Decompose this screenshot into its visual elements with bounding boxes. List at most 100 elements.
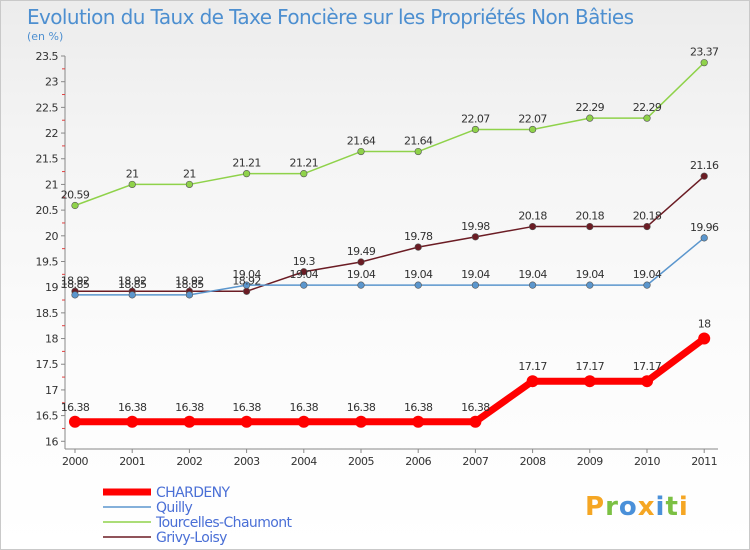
y-tick-label: 22 — [45, 127, 58, 140]
data-label-chardeny: 16.38 — [461, 401, 490, 414]
x-tick-label: 2005 — [348, 455, 374, 468]
data-point-grivy-loisy — [357, 258, 365, 266]
data-label-tourcelles-chaumont: 22.07 — [518, 112, 547, 125]
data-label-tourcelles-chaumont: 22.07 — [461, 112, 490, 125]
series-line-chardeny — [71, 335, 708, 426]
x-tick-label: 2008 — [520, 455, 546, 468]
data-point-tourcelles-chaumont — [700, 59, 708, 67]
data-label-grivy-loisy: 21.16 — [690, 159, 719, 172]
data-label-grivy-loisy: 20.18 — [633, 210, 662, 223]
data-point-quilly — [528, 281, 537, 289]
svg-text:Proxiti: Proxiti — [585, 492, 689, 522]
x-tick-label: 2004 — [291, 455, 317, 468]
data-label-quilly: 18.85 — [61, 278, 90, 291]
data-label-tourcelles-chaumont: 21.21 — [232, 157, 261, 170]
data-point-tourcelles-chaumont — [185, 180, 193, 189]
data-label-tourcelles-chaumont: 22.29 — [576, 101, 605, 114]
data-point-quilly — [71, 291, 79, 299]
y-tick-label: 16.5 — [36, 410, 59, 423]
data-point-tourcelles-chaumont — [71, 201, 79, 210]
y-tick-label: 20 — [45, 230, 58, 243]
axes: 16 16.5 17 17.5 18 18.5 19 19.5 20 20.5 21 21.5 22 22… — [36, 50, 718, 468]
data-point-chardeny — [526, 375, 539, 388]
data-point-quilly — [300, 281, 308, 289]
x-tick-label: 2003 — [234, 455, 260, 468]
y-tick-label: 23 — [45, 76, 58, 89]
data-label-chardeny: 16.38 — [232, 401, 261, 414]
data-label-grivy-loisy: 18.92 — [61, 274, 90, 287]
data-label-chardeny: 18 — [698, 318, 711, 331]
data-point-tourcelles-chaumont — [357, 147, 365, 156]
series-line-tourcelles-chaumont — [74, 61, 705, 207]
data-point-grivy-loisy — [471, 233, 480, 241]
data-point-quilly — [643, 281, 651, 289]
data-label-tourcelles-chaumont: 21 — [126, 167, 139, 180]
data-point-quilly — [128, 291, 136, 299]
data-label-chardeny: 16.38 — [404, 401, 433, 414]
data-point-grivy-loisy — [243, 287, 251, 295]
x-tick-label: 2002 — [176, 455, 202, 468]
data-point-chardeny — [69, 415, 81, 428]
y-tick-label: 19.5 — [36, 255, 59, 268]
data-label-quilly: 19.04 — [404, 268, 433, 281]
data-label-quilly: 19.96 — [690, 221, 719, 234]
data-label-chardeny: 17.17 — [576, 360, 605, 373]
series-line-grivy-loisy — [74, 175, 705, 293]
data-point-quilly — [414, 281, 422, 289]
data-label-chardeny: 16.38 — [61, 401, 90, 414]
data-label-chardeny: 16.38 — [347, 401, 376, 414]
data-label-grivy-loisy: 19.78 — [404, 230, 433, 243]
data-point-chardeny — [469, 415, 482, 428]
data-point-chardeny — [583, 375, 596, 388]
data-point-chardeny — [641, 375, 653, 388]
data-label-quilly: 19.04 — [290, 268, 319, 281]
data-point-chardeny — [240, 415, 253, 428]
y-tick-label: 21.5 — [36, 153, 59, 166]
data-point-grivy-loisy — [414, 243, 422, 251]
y-tick-label: 21 — [45, 178, 58, 191]
data-label-grivy-loisy: 19.98 — [461, 220, 490, 233]
x-tick-label: 2001 — [119, 455, 145, 468]
data-label-grivy-loisy: 20.18 — [518, 210, 547, 223]
y-tick-label: 17.5 — [36, 358, 59, 371]
unit-label: (en %) — [27, 30, 63, 43]
data-point-chardeny — [698, 332, 711, 345]
data-point-chardeny — [183, 415, 196, 428]
y-tick-label: 20.5 — [36, 204, 59, 217]
data-point-grivy-loisy — [528, 222, 537, 231]
data-label-tourcelles-chaumont: 20.59 — [61, 188, 90, 201]
x-tick-label: 2000 — [62, 455, 88, 468]
y-tick-label: 18 — [45, 333, 58, 346]
data-point-quilly — [586, 281, 594, 289]
legend-label: Grivy-Loisy — [156, 530, 227, 546]
data-point-chardeny — [355, 415, 367, 428]
data-point-chardeny — [297, 415, 310, 428]
data-label-grivy-loisy: 18.92 — [175, 274, 204, 287]
data-label-chardeny: 17.17 — [633, 360, 662, 373]
data-label-grivy-loisy: 20.18 — [576, 210, 605, 223]
series-lines — [69, 59, 711, 428]
x-tick-label: 2007 — [462, 455, 488, 468]
x-tick-label: 2010 — [634, 455, 660, 468]
legend-label: Tourcelles-Chaumont — [155, 515, 292, 531]
y-tick-label: 17 — [45, 384, 58, 397]
legend-label: CHARDENY — [156, 485, 231, 501]
data-label-quilly: 18.85 — [175, 278, 204, 291]
data-label-tourcelles-chaumont: 23.37 — [690, 46, 719, 59]
x-tick-label: 2011 — [691, 455, 717, 468]
data-label-quilly: 18.85 — [118, 278, 147, 291]
data-point-tourcelles-chaumont — [471, 125, 480, 134]
proxiti-logo: Proxiti — [585, 492, 689, 522]
data-label-quilly: 19.04 — [518, 268, 547, 281]
data-point-tourcelles-chaumont — [528, 125, 537, 134]
data-label-quilly: 19.04 — [633, 268, 662, 281]
legend: CHARDENYQuillyTourcelles-ChaumontGrivy-L… — [103, 485, 293, 546]
x-tick-label: 2006 — [405, 455, 431, 468]
data-label-chardeny: 17.17 — [518, 360, 547, 373]
data-label-grivy-loisy: 19.3 — [293, 255, 316, 268]
data-label-quilly: 19.04 — [232, 268, 261, 281]
x-tick-label: 2009 — [577, 455, 603, 468]
data-point-tourcelles-chaumont — [414, 147, 422, 156]
